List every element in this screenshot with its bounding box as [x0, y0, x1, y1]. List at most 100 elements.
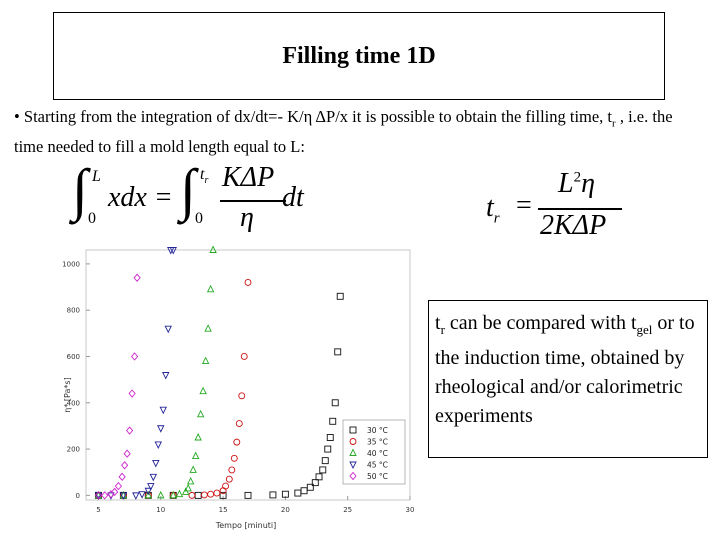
slide-title: Filling time 1D	[282, 42, 436, 69]
upper-limit-1: L	[92, 168, 101, 185]
legend-marker	[349, 438, 357, 445]
legend-label: 50 °C	[367, 472, 388, 481]
data-point-diamond	[131, 352, 139, 361]
data-point-triangle-down	[144, 487, 153, 496]
y-tick-label: 200	[67, 446, 80, 454]
formula-right: tr = L2η 2KΔP	[486, 166, 646, 246]
bullet-tail: , i.e. the time needed to fill a mold le…	[14, 107, 673, 157]
callout-p3: or to the induction time, obtained by rh…	[435, 312, 695, 427]
data-point-circle	[233, 438, 241, 446]
data-point-square	[334, 348, 342, 356]
formula-left: ∫ L 0 xdx = ∫ tr 0 KΔP η dt	[72, 157, 372, 242]
data-point-triangle-up	[196, 409, 205, 418]
data-point-triangle-up	[184, 483, 192, 492]
data-point-diamond	[101, 491, 109, 500]
callout-t-sub: r	[440, 322, 445, 337]
data-point-triangle-down	[132, 492, 140, 500]
formula-tail: dt	[282, 182, 304, 213]
legend-marker	[349, 448, 357, 456]
y-tick-label: 1000	[62, 260, 80, 268]
data-point-triangle-up	[191, 451, 200, 459]
x-tick-label: 10	[156, 506, 165, 514]
data-point-diamond	[94, 491, 103, 500]
data-point-square	[321, 457, 329, 465]
data-point-circle	[228, 466, 236, 474]
data-point-circle	[235, 420, 243, 428]
data-point-diamond	[111, 487, 119, 497]
legend-label: 40 °C	[367, 449, 388, 458]
data-point-triangle-up	[206, 284, 215, 293]
fraction-bar	[220, 200, 286, 202]
chart-marks	[94, 245, 344, 500]
data-point-square	[311, 479, 319, 487]
data-point-triangle-down	[119, 492, 128, 500]
data-point-square	[244, 491, 252, 499]
bullet-sub: r	[612, 117, 616, 130]
data-point-square	[294, 489, 302, 497]
y-tick-label: 600	[67, 353, 80, 361]
lower-limit-2: 0	[195, 210, 203, 227]
data-point-square	[219, 491, 227, 499]
data-point-triangle-up	[157, 490, 165, 499]
y-tick-label: 800	[67, 307, 80, 315]
data-point-circle	[188, 491, 196, 499]
formula-equals: =	[516, 190, 532, 221]
data-point-triangle-down	[147, 483, 155, 491]
data-point-circle	[230, 454, 238, 462]
y-tick-label: 400	[67, 399, 80, 407]
data-point-square	[315, 473, 323, 481]
chart-axes	[85, 249, 411, 501]
data-point-square	[194, 491, 202, 499]
data-point-square	[326, 434, 334, 441]
formula-denominator: 2KΔP	[540, 210, 607, 241]
data-point-triangle-down	[149, 473, 158, 482]
data-point-square	[329, 417, 337, 425]
plot-frame	[85, 249, 411, 501]
callout-gel-sub: gel	[636, 322, 653, 337]
legend-label: 30 °C	[367, 426, 388, 435]
data-point-diamond	[123, 449, 131, 458]
legend-label: 35 °C	[367, 438, 388, 447]
data-point-circle	[200, 491, 208, 499]
data-point-diamond	[128, 389, 136, 398]
data-point-triangle-up	[181, 487, 190, 495]
data-point-triangle-down	[169, 247, 177, 255]
integrand-1: xdx =	[108, 182, 173, 213]
data-point-diamond	[133, 273, 141, 282]
data-point-diamond	[114, 481, 122, 491]
y-axis-label: η* [Pa*s]	[63, 377, 72, 412]
data-point-circle	[213, 489, 221, 497]
data-point-square	[324, 445, 332, 453]
data-point-square	[269, 491, 277, 499]
fraction-denominator: η	[240, 202, 254, 233]
data-point-square	[306, 483, 314, 491]
legend-marker	[349, 461, 357, 470]
legend-marker	[349, 426, 357, 434]
data-point-triangle-up	[209, 245, 217, 253]
fraction-numerator: KΔP	[222, 162, 275, 193]
data-point-triangle-down	[94, 492, 103, 500]
formula-lhs: tr	[486, 192, 500, 227]
data-point-triangle-down	[152, 460, 160, 468]
y-tick-label: 0	[76, 492, 80, 500]
data-point-square	[319, 466, 327, 474]
data-point-circle	[238, 392, 246, 400]
data-point-triangle-up	[175, 489, 184, 498]
data-point-square	[331, 399, 339, 407]
data-point-triangle-up	[201, 356, 210, 365]
chart-ticks: 5 10 15 20 25 30 0 200 400 600 800 1000	[62, 260, 414, 514]
x-tick-label: 15	[219, 506, 228, 514]
data-point-triangle-down	[164, 325, 172, 334]
chart-legend: 30 °C 35 °C 40 °C 45 °C 50 °C	[342, 419, 406, 485]
formula-fraction-bar	[538, 208, 622, 210]
data-point-triangle-down	[138, 491, 146, 499]
x-tick-label: 20	[281, 506, 290, 514]
data-point-triangle-up	[194, 432, 202, 441]
data-point-triangle-up	[186, 476, 195, 485]
data-point-diamond	[121, 461, 129, 470]
data-point-circle	[244, 278, 252, 286]
x-axis-label: Tempo [minuti]	[215, 521, 277, 530]
data-point-triangle-down	[162, 372, 170, 380]
data-point-square	[281, 490, 289, 498]
